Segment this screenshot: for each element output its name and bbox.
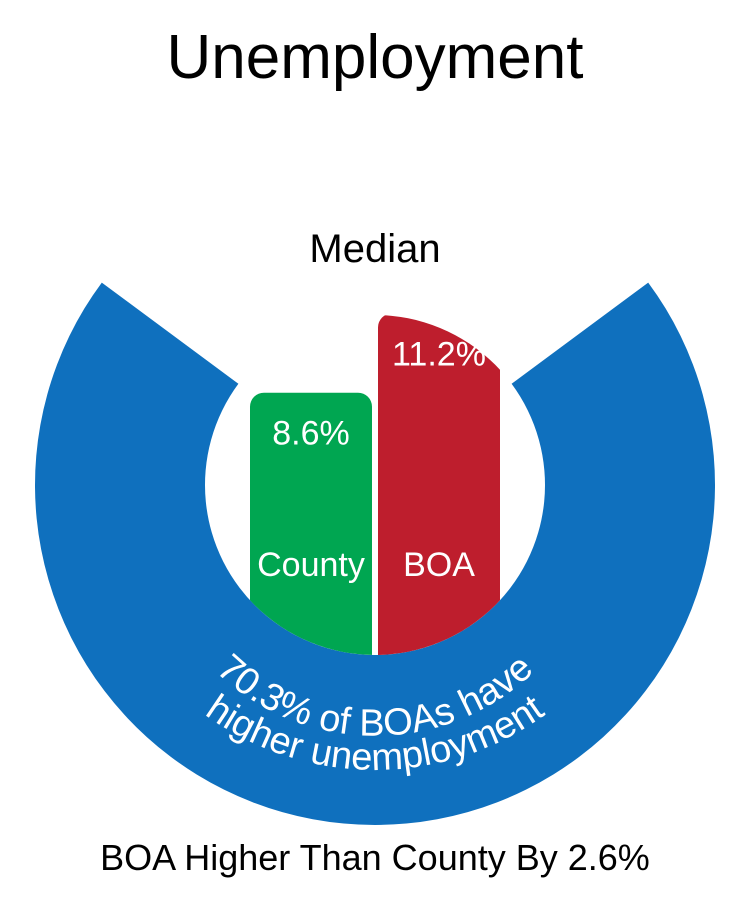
category-label-boa: BOA: [403, 546, 475, 584]
bar-group: [250, 315, 500, 655]
chart-title: Unemployment: [167, 23, 584, 92]
gauge-ring: [35, 282, 716, 825]
bar-boa: [378, 315, 500, 655]
footer-summary: BOA Higher Than County By 2.6%: [100, 837, 650, 878]
data-label-county: 8.6%: [272, 415, 350, 453]
category-label-county: County: [257, 546, 365, 584]
bar-county: [250, 392, 372, 655]
chart-subtitle: Median: [309, 227, 440, 271]
data-label-boa: 11.2%: [392, 335, 486, 373]
